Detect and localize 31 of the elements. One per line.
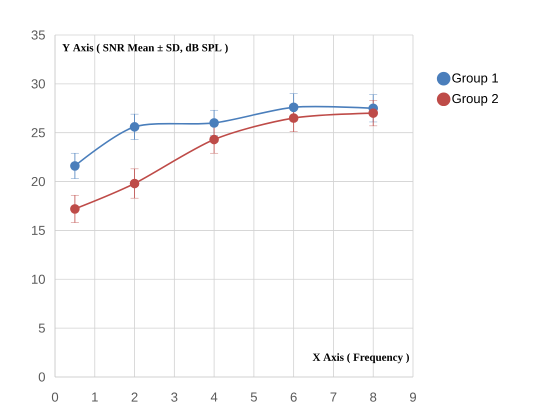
x-tick-label: 8 xyxy=(370,392,376,402)
x-tick-label: 6 xyxy=(290,392,297,402)
point xyxy=(130,178,140,188)
y-tick-label: 20 xyxy=(32,176,45,186)
point xyxy=(209,118,219,128)
legend-label: Group 2 xyxy=(452,94,498,106)
x-tick-label: 7 xyxy=(330,392,336,402)
y-tick-label: 5 xyxy=(38,324,45,333)
point xyxy=(288,113,298,123)
x-tick-label: 5 xyxy=(250,392,257,402)
x-tick-label: 1 xyxy=(92,392,98,402)
point xyxy=(288,102,298,112)
x-axis-title: X Axis ( Frequency ) xyxy=(312,353,409,364)
x-tick-label: 4 xyxy=(210,392,218,402)
point xyxy=(70,204,80,214)
x-tick-label: 3 xyxy=(171,392,178,402)
y-tick-label: 30 xyxy=(32,79,45,88)
y-tick-label: 0 xyxy=(38,372,45,382)
y-tick-label: 15 xyxy=(32,226,45,235)
point xyxy=(368,108,378,118)
x-tick-label: 9 xyxy=(410,392,416,402)
point xyxy=(70,161,80,171)
x-tick-label: 0 xyxy=(52,392,58,402)
point xyxy=(209,134,219,144)
y-tick-label: 35 xyxy=(32,30,45,40)
y-tick-label: 25 xyxy=(32,128,45,138)
x-tick-label: 2 xyxy=(132,392,138,402)
y-tick-label: 10 xyxy=(32,274,45,284)
point xyxy=(130,122,140,132)
y-axis-title: Y Axis ( SNR Mean ± SD, dB SPL ) xyxy=(62,44,228,54)
legend-label: Group 1 xyxy=(452,73,498,86)
